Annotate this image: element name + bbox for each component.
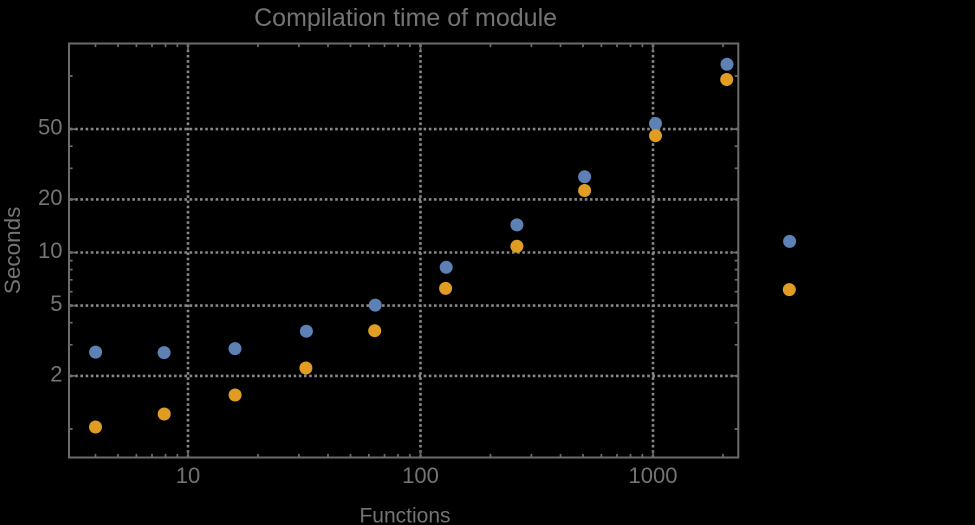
svg-text:Functions: Functions xyxy=(359,505,450,525)
svg-text:2: 2 xyxy=(50,361,62,386)
svg-text:10: 10 xyxy=(176,463,200,488)
svg-text:1000: 1000 xyxy=(629,463,678,488)
svg-text:10: 10 xyxy=(38,238,62,263)
svg-text:50: 50 xyxy=(38,115,62,140)
svg-text:100: 100 xyxy=(402,463,439,488)
svg-text:Compilation time of module: Compilation time of module xyxy=(254,4,557,32)
svg-text:20: 20 xyxy=(38,185,62,210)
svg-text:5: 5 xyxy=(50,291,62,316)
svg-text:Seconds: Seconds xyxy=(0,207,25,295)
